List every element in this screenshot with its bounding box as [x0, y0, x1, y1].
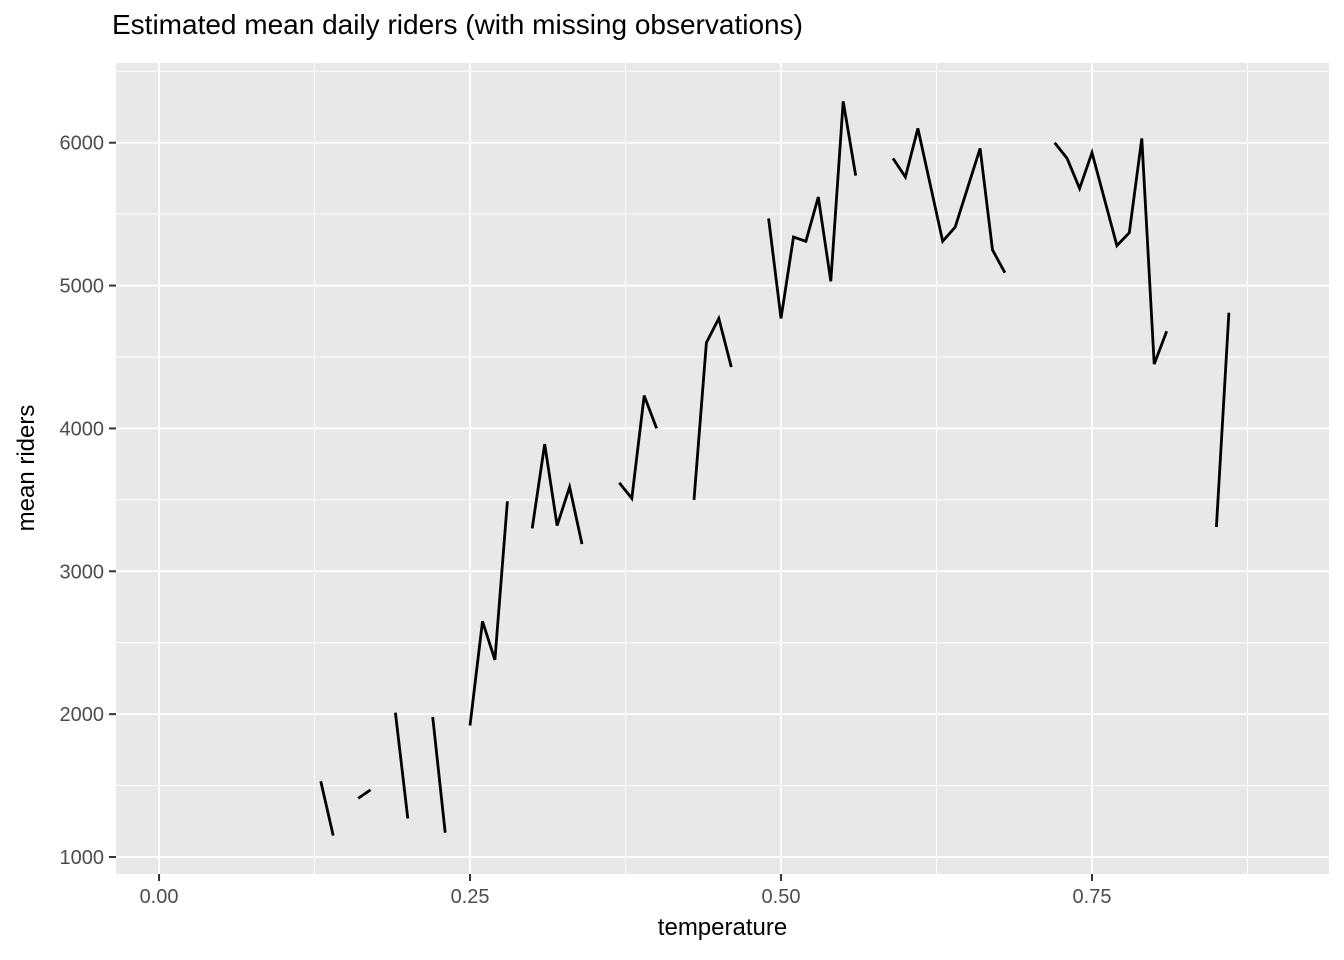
data-line-segment: [394, 712, 410, 819]
panel-background: [116, 63, 1329, 874]
y-tick-label: 1000: [60, 847, 105, 869]
y-tick-label: 2000: [60, 704, 105, 726]
y-tick-label: 6000: [60, 133, 105, 155]
data-line-segment: [1215, 312, 1231, 528]
data-line-segment: [767, 101, 858, 319]
data-line-segment: [319, 780, 335, 836]
x-axis-title: temperature: [657, 914, 788, 941]
data-line-segment: [530, 443, 584, 545]
data-line-segment: [468, 501, 509, 726]
y-tick-label: 3000: [60, 561, 105, 583]
x-tick-label: 0.50: [762, 886, 801, 908]
data-line-segment: [431, 716, 447, 833]
y-tick-label: 4000: [60, 418, 105, 440]
data-line-segment: [891, 128, 1007, 274]
y-tick-label: 5000: [60, 276, 105, 298]
x-tick-label: 0.75: [1073, 886, 1112, 908]
data-line-segment: [357, 788, 372, 800]
x-tick-label: 0.25: [451, 886, 490, 908]
data-line-segment: [692, 314, 733, 501]
chart-title: Estimated mean daily riders (with missin…: [112, 9, 803, 40]
data-line-segment: [1053, 138, 1169, 365]
data-line-segment: [618, 395, 658, 502]
x-tick-label: 0.00: [140, 886, 179, 908]
